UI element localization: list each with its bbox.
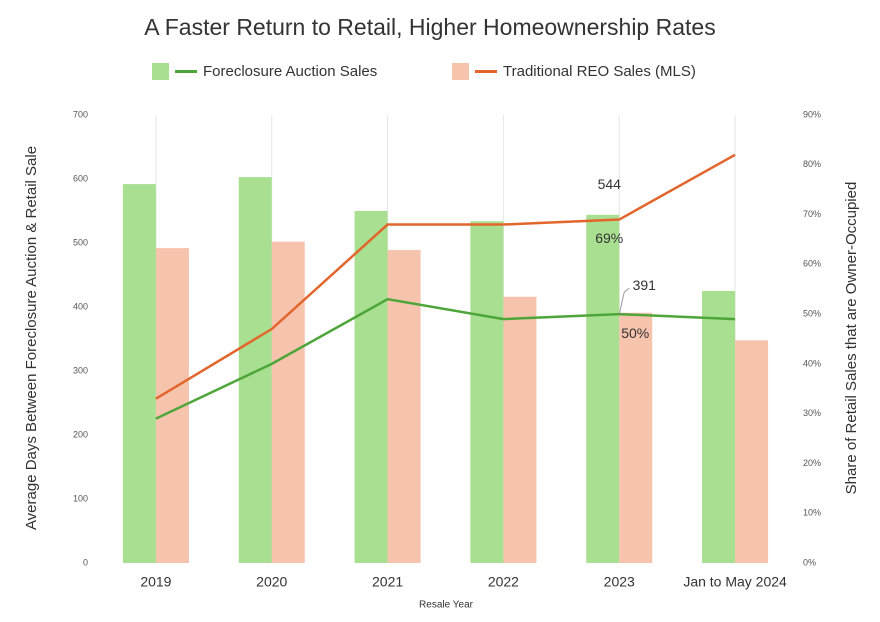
y2-tick-label: 20%	[803, 458, 821, 468]
y2-tick-label: 0%	[803, 557, 816, 567]
legend-label: Foreclosure Auction Sales	[203, 63, 377, 80]
x-axis-label: Resale Year	[419, 600, 474, 611]
x-tick-label: 2021	[372, 574, 403, 590]
x-tick-label: 2022	[488, 574, 519, 590]
data-label: 50%	[621, 325, 649, 341]
bar	[503, 296, 537, 563]
data-label: 391	[633, 277, 657, 293]
y-tick-label: 300	[73, 365, 88, 375]
x-tick-label: 2019	[140, 574, 171, 590]
data-label: 544	[598, 176, 622, 192]
y2-tick-label: 90%	[803, 109, 821, 119]
bar	[354, 211, 388, 563]
y-tick-label: 500	[73, 237, 88, 247]
bar	[470, 221, 504, 564]
bar	[387, 250, 421, 564]
legend-label: Traditional REO Sales (MLS)	[503, 63, 696, 80]
y2-tick-label: 70%	[803, 209, 821, 219]
legend-swatch	[152, 63, 169, 80]
chart-title: A Faster Return to Retail, Higher Homeow…	[144, 14, 715, 40]
legend-swatch	[452, 63, 469, 80]
y2-tick-label: 50%	[803, 308, 821, 318]
y-axis-label: Average Days Between Foreclosure Auction…	[23, 146, 40, 530]
y2-tick-label: 40%	[803, 358, 821, 368]
x-tick-label: Jan to May 2024	[683, 574, 787, 590]
bar	[271, 241, 305, 563]
bar	[702, 291, 736, 563]
y-tick-label: 100	[73, 493, 88, 503]
data-label: 69%	[595, 230, 623, 246]
bar	[122, 184, 156, 563]
y2-tick-label: 60%	[803, 259, 821, 269]
bar	[619, 312, 653, 563]
y2-tick-label: 10%	[803, 508, 821, 518]
y2-tick-label: 30%	[803, 408, 821, 418]
bar	[735, 340, 769, 563]
line	[155, 297, 736, 420]
y-tick-label: 700	[73, 109, 88, 119]
y-tick-label: 0	[83, 557, 88, 567]
bar	[238, 177, 272, 563]
x-tick-label: 2023	[604, 574, 635, 590]
y-tick-label: 400	[73, 301, 88, 311]
line	[155, 153, 736, 400]
y2-axis-label: Share of Retail Sales that are Owner-Occ…	[843, 182, 860, 495]
y2-tick-label: 80%	[803, 159, 821, 169]
y-tick-label: 200	[73, 429, 88, 439]
y-tick-label: 600	[73, 173, 88, 183]
leader-line	[618, 287, 630, 315]
x-tick-label: 2020	[256, 574, 287, 590]
bar	[586, 214, 620, 563]
